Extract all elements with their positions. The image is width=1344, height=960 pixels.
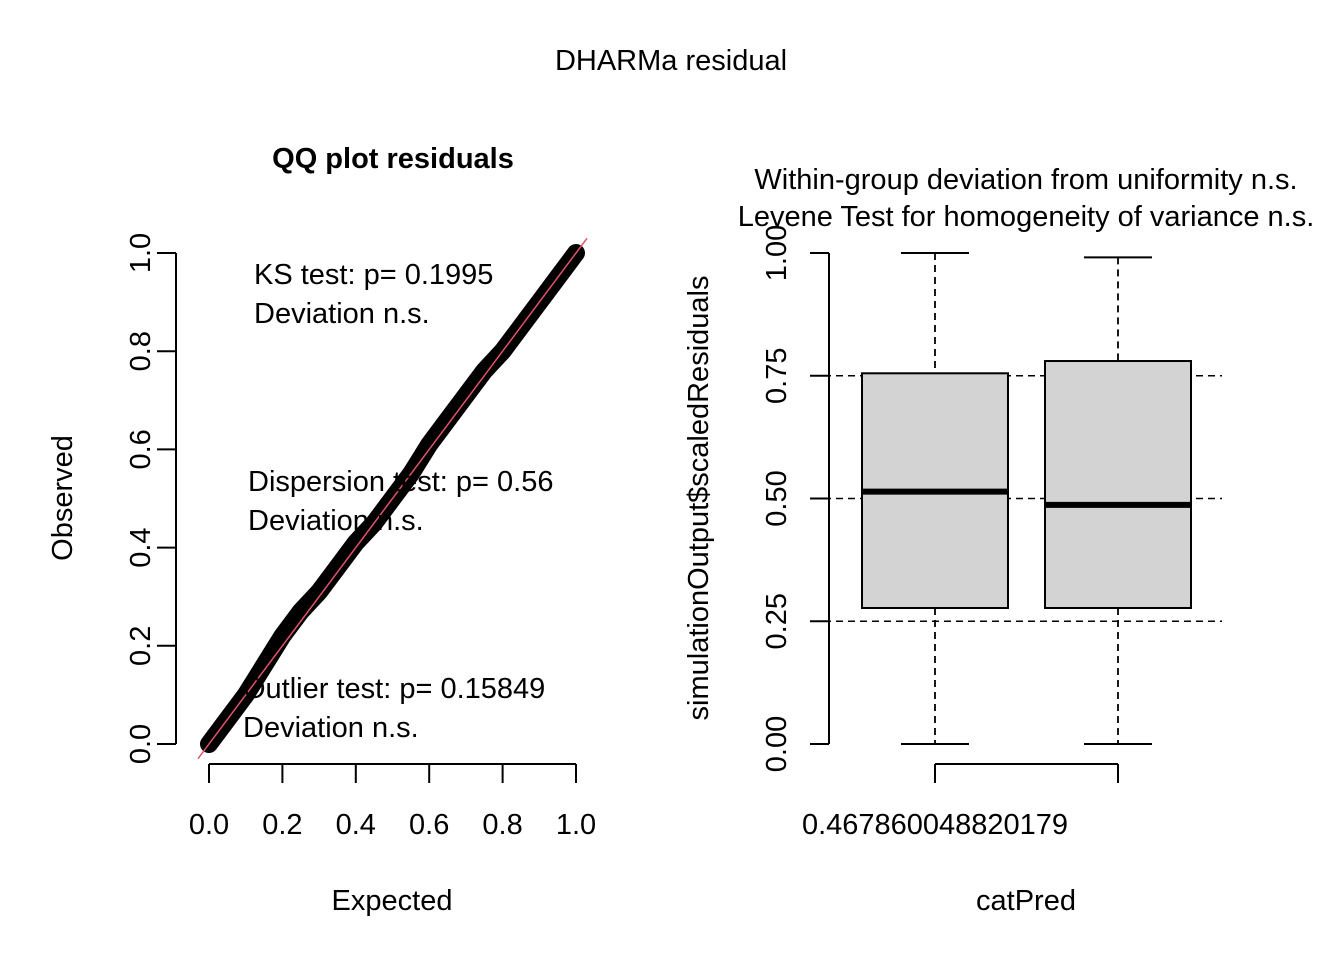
qq-annotation-line: Deviation n.s. (243, 712, 419, 744)
box-y-tick-label: 1.00 (761, 225, 793, 281)
qq-y-tick-label: 0.8 (125, 331, 157, 371)
qq-x-tick-label: 0.2 (262, 809, 302, 841)
qq-x-tick-label: 0.6 (409, 809, 449, 841)
box-groups (861, 252, 1192, 745)
qq-plot-panel: QQ plot residuals 0.0 0.2 0.4 0.6 0.8 1.00.00… (47, 143, 596, 917)
box-axes: 0.00 0.25 0.50 0.75 1.00 0.467860048820179 (761, 225, 1119, 841)
qq-axes: 0.0 0.2 0.4 0.6 0.8 1.0 0.0 0.2 0.4 0.6 0.8 1.0 (125, 233, 596, 841)
qq-ylabel: Observed (47, 435, 79, 561)
qq-x-tick-label: 0.0 (189, 809, 229, 841)
qq-y-tick-label: 0.0 (125, 724, 157, 764)
qq-x-tick-label: 0.8 (482, 809, 522, 841)
qq-annotation-line: Dispersion test: p= 0.56 (248, 466, 553, 498)
qq-annotation-line: KS test: p= 0.1995 (254, 259, 493, 291)
qq-xlabel: Expected (332, 885, 453, 917)
box-y-tick-label: 0.75 (761, 348, 793, 404)
qq-y-tick-label: 0.4 (125, 527, 157, 567)
box-title-line-1: Within-group deviation from uniformity n… (754, 164, 1297, 196)
box-xlabel: catPred (976, 885, 1076, 917)
box-group (1044, 256, 1192, 745)
box-group (861, 252, 1009, 745)
qq-y-tick-label: 0.6 (125, 429, 157, 469)
boxplot-panel: Within-group deviation from uniformity n… (683, 164, 1314, 917)
box-y-tick-label: 0.25 (761, 593, 793, 649)
qq-point (296, 607, 305, 616)
qq-reference-line (197, 237, 588, 760)
qq-x-tick-label: 1.0 (556, 809, 596, 841)
qq-annotation-line: Deviation n.s. (254, 298, 430, 330)
figure-title: DHARMa residual (555, 45, 787, 77)
qq-identity-line (197, 237, 588, 760)
box-y-tick-label: 0.50 (761, 470, 793, 526)
box-x-tick-label: 0.467860048820179 (802, 809, 1068, 841)
box-iqr (1044, 360, 1192, 609)
box-title-line-2: Levene Test for homogeneity of variance … (738, 201, 1315, 233)
box-y-tick-label: 0.00 (761, 716, 793, 772)
qq-title: QQ plot residuals (272, 143, 514, 175)
qq-annotation-line: Outlier test: p= 0.15849 (243, 673, 545, 705)
qq-annotations: KS test: p= 0.1995 Deviation n.s. Dispersi… (243, 259, 553, 744)
qq-y-tick-label: 1.0 (125, 233, 157, 273)
qq-annotation-line: Deviation n.s. (248, 505, 424, 537)
box-ylabel: simulationOutput$scaledResiduals (683, 276, 715, 721)
qq-y-tick-label: 0.2 (125, 626, 157, 666)
qq-point (278, 631, 287, 640)
qq-x-tick-label: 0.4 (336, 809, 376, 841)
